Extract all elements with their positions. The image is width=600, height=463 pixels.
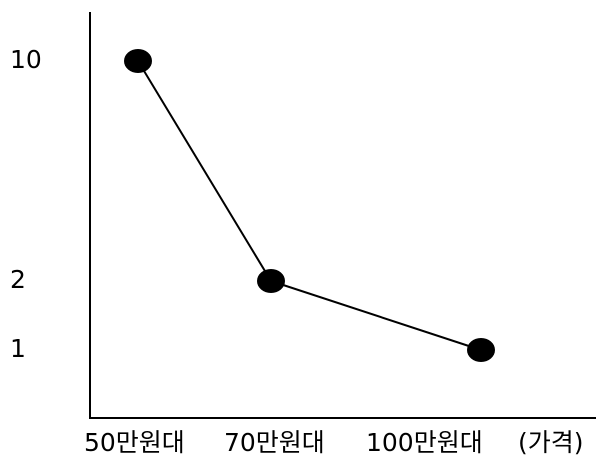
y-tick-label-1: 1 bbox=[10, 334, 26, 363]
x-axis-tick-labels: 50만원대 70만원대 100만원대 (가격) bbox=[84, 428, 584, 457]
x-tick-label-70: 70만원대 bbox=[224, 428, 325, 457]
y-tick-label-2: 2 bbox=[10, 265, 26, 294]
data-point-1 bbox=[124, 49, 152, 73]
x-axis-unit-label: (가격) bbox=[518, 428, 584, 457]
data-point-2 bbox=[257, 269, 285, 293]
data-points bbox=[124, 49, 495, 362]
x-tick-label-100: 100만원대 bbox=[366, 428, 483, 457]
data-point-3 bbox=[467, 338, 495, 362]
series-line bbox=[137, 60, 482, 351]
y-axis-tick-labels: 10 2 1 bbox=[10, 45, 42, 363]
y-tick-label-10: 10 bbox=[10, 45, 42, 74]
x-tick-label-50: 50만원대 bbox=[84, 428, 185, 457]
